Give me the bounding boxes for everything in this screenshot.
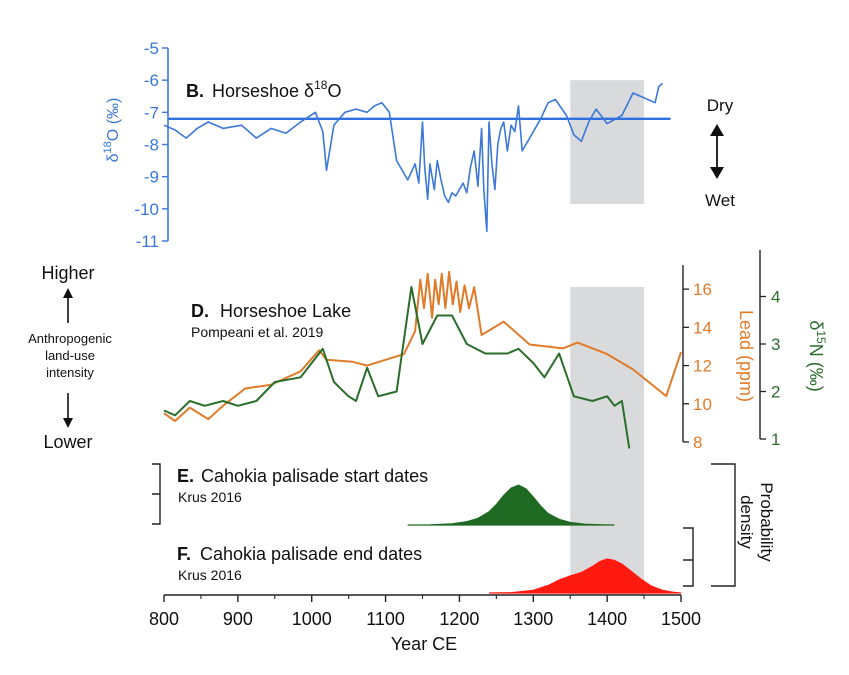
x-axis-tick-label: 1300 <box>513 609 553 629</box>
panel-d-citation: Pompeani et al. 2019 <box>191 324 324 340</box>
panel-b-y-axis-label: δ18O (‰) <box>102 98 122 163</box>
x-axis-tick-label: 1400 <box>587 609 627 629</box>
higher-annotation: Higher <box>41 263 94 283</box>
d15n-axis-ticks: 1 2 3 4 <box>760 288 780 449</box>
panel-b-tick-label: -6 <box>144 71 159 90</box>
panel-f-label: F. <box>177 544 191 564</box>
x-axis-tick-label: 1100 <box>366 609 405 629</box>
lower-annotation: Lower <box>43 432 92 452</box>
panel-f-title: Cahokia palisade end dates <box>200 544 422 564</box>
lead-axis-ticks: 8 10 12 14 16 <box>683 280 712 452</box>
panel-b-tick-label: -10 <box>134 200 159 219</box>
d15n-axis-label: δ15N (‰) <box>806 320 828 391</box>
x-axis-tick-label: 800 <box>149 609 179 629</box>
panel-d-title: Horseshoe Lake <box>220 301 351 321</box>
panel-d-label: D. <box>191 301 209 321</box>
panel-b-ticks: -5 -6 -7 -8 -9 -10 -11 <box>134 39 168 251</box>
dry-annotation: Dry <box>707 96 734 115</box>
panel-b-tick-label: -5 <box>144 39 159 58</box>
panel-e-title: Cahokia palisade start dates <box>201 466 428 486</box>
panel-b-label: B. <box>186 81 204 101</box>
shaded-interval-panel-d <box>570 287 645 595</box>
x-axis-label: Year CE <box>391 634 457 654</box>
shaded-interval-panel-b <box>570 80 645 205</box>
probability-density-bracket <box>711 463 736 587</box>
x-axis-tick-label: 1000 <box>292 609 332 629</box>
d15n-axis-tick-label: 3 <box>771 335 780 354</box>
panel-b: -5 -6 -7 -8 -9 -10 -11 B. Horseshoe δ18O δ18O … <box>102 39 735 251</box>
lead-axis-label: Lead (ppm) <box>736 310 756 402</box>
panel-f-end-dates-density <box>488 558 682 594</box>
d15n-axis-tick-label: 2 <box>771 383 780 402</box>
probability-density-label: Probabilitydensity <box>737 482 776 562</box>
x-axis: 800 900 1000 1100 1200 1300 1400 1500 Year CE <box>149 594 701 654</box>
panel-f-citation: Krus 2016 <box>178 567 242 583</box>
lead-axis-tick-label: 14 <box>693 318 712 337</box>
panel-d-d15n-series <box>163 286 631 449</box>
x-axis-tick-label: 1500 <box>661 609 701 629</box>
panel-e-start-dates-density <box>407 484 615 526</box>
lead-axis-tick-label: 8 <box>693 433 702 452</box>
up-arrow-icon <box>63 288 73 323</box>
panel-f-right-bracket <box>683 527 694 587</box>
x-axis-tick-label: 1200 <box>439 609 479 629</box>
panel-b-d18o-series <box>163 82 664 233</box>
panel-b-tick-label: -9 <box>144 168 159 187</box>
panel-e-citation: Krus 2016 <box>178 489 242 505</box>
lead-axis-tick-label: 10 <box>693 395 712 414</box>
panel-e-left-bracket <box>152 463 161 525</box>
d15n-axis-tick-label: 4 <box>771 288 780 307</box>
panel-b-title: Horseshoe δ18O <box>212 78 341 101</box>
panel-b-tick-label: -7 <box>144 103 159 122</box>
down-arrow-icon <box>63 393 73 428</box>
intensity-annotation: intensity <box>46 365 94 380</box>
panel-e-label: E. <box>177 466 194 486</box>
panel-b-tick-label: -11 <box>136 232 159 251</box>
anthropogenic-annotation: Anthropogenic <box>28 331 112 346</box>
panel-b-tick-label: -8 <box>144 136 159 155</box>
panel-e: E. Cahokia palisade start dates Krus 201… <box>152 463 615 526</box>
d15n-axis-tick-label: 1 <box>771 430 780 449</box>
panel-f: F. Cahokia palisade end dates Krus 2016 … <box>177 463 776 594</box>
wet-annotation: Wet <box>705 191 735 210</box>
lead-axis-tick-label: 16 <box>693 280 712 299</box>
x-axis-ticks: 800 900 1000 1100 1200 1300 1400 1500 <box>149 595 701 629</box>
dry-wet-arrow <box>710 124 724 179</box>
lead-axis-tick-label: 12 <box>693 357 712 376</box>
land-use-annotation: land-use <box>45 348 95 363</box>
x-axis-tick-label: 900 <box>223 609 253 629</box>
